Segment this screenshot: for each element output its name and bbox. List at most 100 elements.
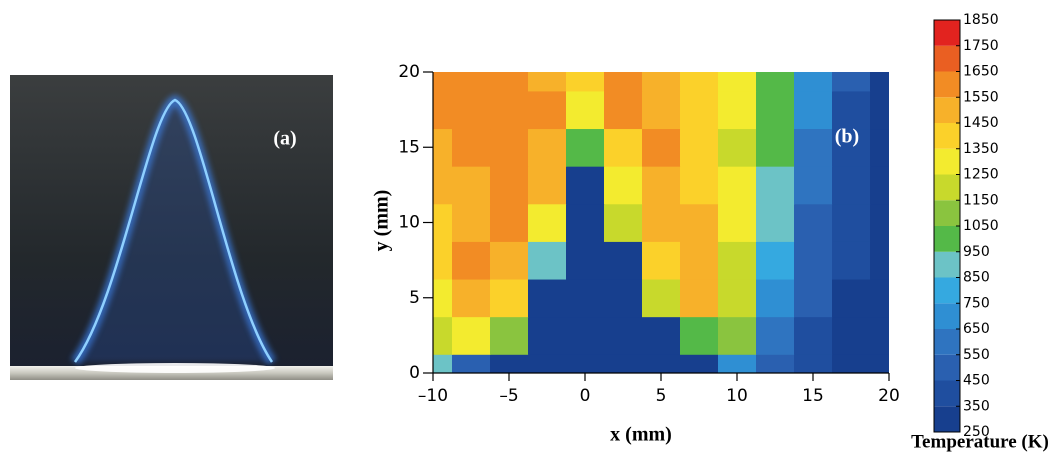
heat-cell bbox=[642, 128, 681, 167]
heat-cell bbox=[528, 128, 567, 167]
heat-cell bbox=[433, 241, 453, 280]
colorbar-tick-label: 1450 bbox=[963, 115, 999, 131]
heat-cell bbox=[433, 203, 453, 242]
heat-cell bbox=[718, 354, 757, 373]
heat-cell bbox=[433, 90, 453, 130]
colorbar-band bbox=[934, 251, 960, 278]
x-tick-label: 5 bbox=[656, 386, 667, 406]
heat-cell bbox=[832, 354, 871, 373]
heat-cell bbox=[832, 278, 871, 318]
heat-cell bbox=[528, 316, 567, 355]
heat-cell bbox=[642, 166, 681, 205]
heat-cell bbox=[794, 278, 833, 318]
heat-cell bbox=[528, 278, 567, 318]
heat-cell bbox=[452, 128, 491, 167]
colorbar-tick-label: 1250 bbox=[963, 167, 999, 183]
heatmap bbox=[433, 72, 889, 373]
heat-cell bbox=[680, 278, 719, 318]
heat-cell bbox=[680, 166, 719, 205]
heat-cell bbox=[604, 316, 643, 355]
heat-cell bbox=[642, 203, 681, 242]
colorbar-band bbox=[934, 329, 960, 355]
heat-cell bbox=[433, 72, 453, 92]
heat-cell bbox=[756, 128, 795, 167]
heat-cell bbox=[566, 72, 605, 92]
heat-cell bbox=[870, 278, 889, 318]
heat-cell bbox=[680, 128, 719, 167]
heat-cell bbox=[794, 203, 833, 242]
heat-cell bbox=[718, 241, 757, 280]
heat-cell bbox=[452, 241, 491, 280]
heat-cell bbox=[452, 72, 491, 92]
colorbar-label: Temperature (K) bbox=[911, 431, 1049, 452]
heat-cell bbox=[870, 90, 889, 130]
heat-cell bbox=[490, 316, 529, 355]
heat-cell bbox=[604, 72, 643, 92]
heat-cell bbox=[528, 90, 567, 130]
heat-cell bbox=[756, 278, 795, 318]
heat-cell bbox=[870, 128, 889, 167]
colorbar-band bbox=[934, 97, 960, 123]
heat-cell bbox=[794, 354, 833, 373]
heat-cell bbox=[566, 278, 605, 318]
heat-cell bbox=[680, 90, 719, 130]
colorbar-band bbox=[934, 45, 960, 72]
heat-cell bbox=[490, 241, 529, 280]
heat-cell bbox=[642, 354, 681, 373]
heat-cell bbox=[452, 278, 491, 318]
heat-cell bbox=[452, 166, 491, 205]
heat-cell bbox=[566, 128, 605, 167]
heat-cell bbox=[604, 241, 643, 280]
colorbar-tick-label: 1350 bbox=[963, 141, 999, 157]
colorbar-tick-label: 1550 bbox=[963, 89, 999, 105]
heat-cell bbox=[433, 166, 453, 205]
y-tick-label: 10 bbox=[398, 213, 420, 233]
heat-cell bbox=[832, 203, 871, 242]
heat-cell bbox=[756, 166, 795, 205]
heat-cell bbox=[566, 90, 605, 130]
heat-cell bbox=[433, 128, 453, 167]
heat-cell bbox=[452, 203, 491, 242]
heat-cell bbox=[433, 354, 453, 373]
heat-cell bbox=[794, 72, 833, 92]
heat-cell bbox=[870, 354, 889, 373]
colorbar-tick-label: 850 bbox=[963, 270, 990, 286]
heat-cell bbox=[794, 90, 833, 130]
heat-cell bbox=[680, 241, 719, 280]
colorbar-tick-label: 750 bbox=[963, 295, 990, 311]
colorbar-band bbox=[934, 200, 960, 226]
heat-cell bbox=[566, 241, 605, 280]
heat-cell bbox=[452, 316, 491, 355]
heat-cell bbox=[718, 128, 757, 167]
heat-cell bbox=[642, 72, 681, 92]
colorbar-band bbox=[934, 123, 960, 149]
colorbar-band bbox=[934, 354, 960, 381]
heat-cell bbox=[870, 316, 889, 355]
colorbar-tick-label: 1650 bbox=[963, 64, 999, 80]
heat-cell bbox=[718, 166, 757, 205]
heat-cell bbox=[870, 72, 889, 92]
heat-cell bbox=[718, 72, 757, 92]
heat-cell bbox=[870, 203, 889, 242]
heat-cell bbox=[528, 354, 567, 373]
colorbar-tick-label: 250 bbox=[963, 424, 990, 440]
heat-cell bbox=[490, 203, 529, 242]
heat-cell bbox=[832, 316, 871, 355]
colorbar-tick-label: 650 bbox=[963, 321, 990, 337]
heat-cell bbox=[642, 278, 681, 318]
heat-cell bbox=[642, 316, 681, 355]
heat-cell bbox=[490, 128, 529, 167]
heat-cell bbox=[490, 166, 529, 205]
colorbar-band bbox=[934, 303, 960, 329]
heat-cell bbox=[528, 203, 567, 242]
y-tick-label: 15 bbox=[398, 137, 420, 157]
heat-cell bbox=[490, 72, 529, 92]
colorbar-tick-label: 550 bbox=[963, 347, 990, 363]
heat-cell bbox=[832, 90, 871, 130]
colorbar-band bbox=[934, 20, 960, 46]
heat-cell bbox=[756, 316, 795, 355]
colorbar-band bbox=[934, 226, 960, 252]
heat-cell bbox=[566, 203, 605, 242]
heat-cell bbox=[794, 128, 833, 167]
